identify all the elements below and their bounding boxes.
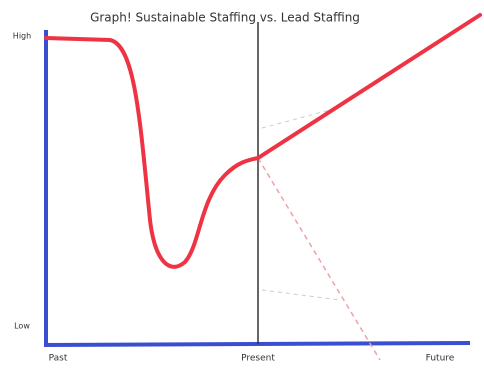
- staffing-curve: [44, 13, 482, 269]
- guide-lines: [261, 109, 341, 301]
- x-label: Future: [426, 354, 455, 364]
- y-bottom-label: Low: [14, 322, 30, 331]
- decline-projection: [257, 157, 381, 361]
- x-label: Present: [241, 354, 275, 364]
- x-label: Past: [49, 354, 68, 364]
- x-axis: [43, 341, 471, 347]
- y-top-label: High: [13, 32, 31, 41]
- title: Graph! Sustainable Staffing vs. Lead Sta…: [90, 11, 360, 25]
